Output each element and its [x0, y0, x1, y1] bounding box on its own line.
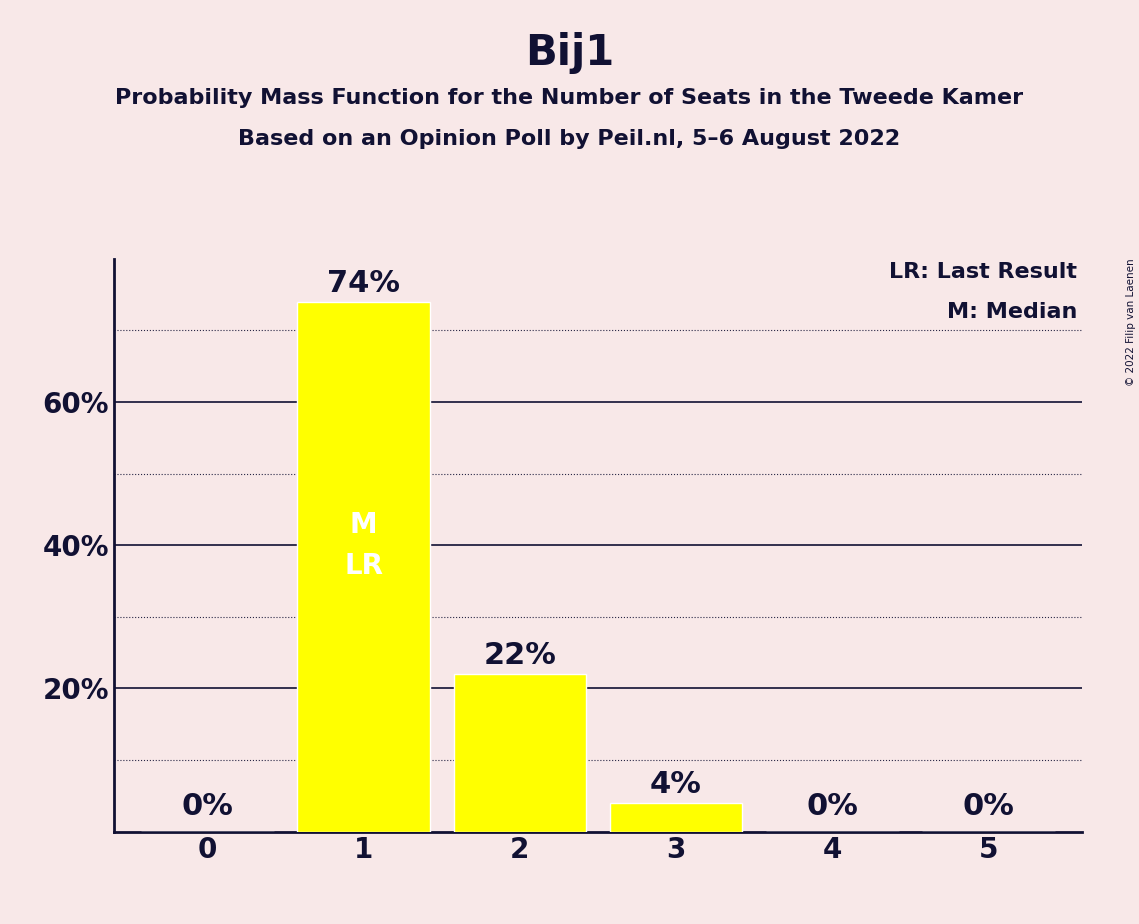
Text: © 2022 Filip van Laenen: © 2022 Filip van Laenen	[1126, 259, 1136, 386]
Text: M: Median: M: Median	[947, 301, 1077, 322]
Text: Bij1: Bij1	[525, 32, 614, 74]
Text: M
LR: M LR	[344, 511, 383, 579]
Text: 22%: 22%	[483, 641, 556, 671]
Text: Based on an Opinion Poll by Peil.nl, 5–6 August 2022: Based on an Opinion Poll by Peil.nl, 5–6…	[238, 129, 901, 150]
Bar	[609, 803, 743, 832]
Text: 0%: 0%	[181, 792, 233, 821]
Text: LR: Last Result: LR: Last Result	[890, 261, 1077, 282]
Text: Probability Mass Function for the Number of Seats in the Tweede Kamer: Probability Mass Function for the Number…	[115, 88, 1024, 108]
Text: 4%: 4%	[650, 771, 702, 799]
Bar	[453, 675, 587, 832]
Text: 0%: 0%	[806, 792, 858, 821]
Bar	[297, 301, 431, 832]
Text: 74%: 74%	[327, 269, 400, 298]
Text: 0%: 0%	[962, 792, 1015, 821]
